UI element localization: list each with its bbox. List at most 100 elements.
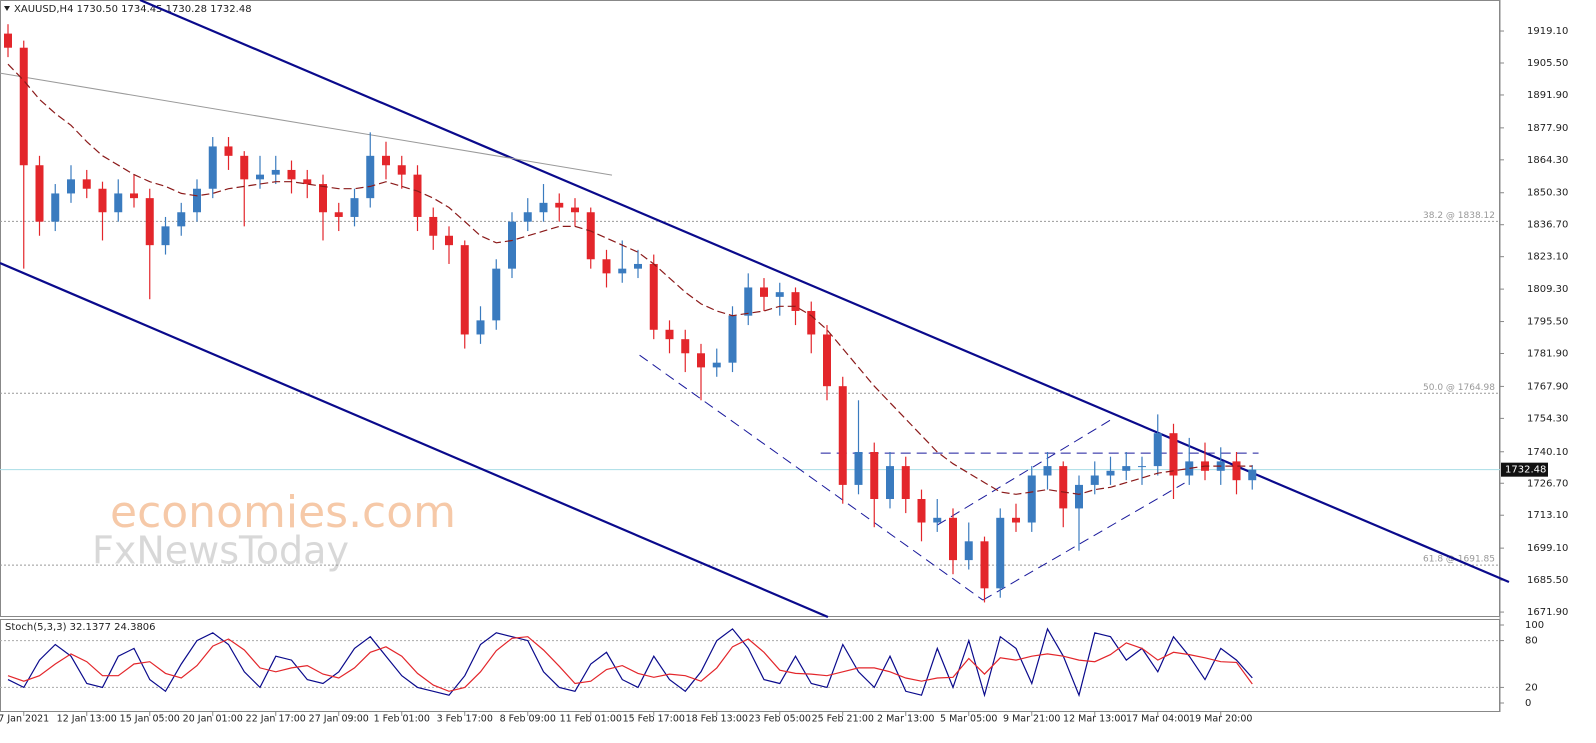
y-tick-label: 1754.30 [1527,413,1568,424]
stoch-tick-label: 100 [1525,620,1544,631]
trendline [639,354,984,601]
candle-body [586,212,595,260]
x-tick-label: 15 Feb 17:00 [623,714,685,725]
x-tick-label: 22 Jan 17:00 [246,714,306,725]
trendline [0,262,829,619]
x-tick-label: 12 Mar 13:00 [1063,714,1126,725]
candle-body [1122,466,1131,471]
candle-body [177,212,186,227]
candle-body [744,287,753,316]
y-tick-label: 1877.90 [1527,123,1568,134]
y-tick-label: 1671.90 [1527,607,1568,618]
y-tick-label: 1836.70 [1527,220,1568,231]
moving-average [7,63,1253,495]
stoch-line [7,627,1253,698]
candle-body [886,466,894,500]
candle-body [1027,475,1036,523]
y-tick-label: 1685.50 [1527,575,1568,586]
y-tick-label: 1850.30 [1527,188,1568,199]
candle-body [917,499,926,523]
candle-body [350,198,359,217]
x-tick-label: 7 Jan 2021 [0,714,49,725]
candle-body [208,146,217,189]
candle-body [429,216,438,236]
candle-body [933,517,942,523]
x-tick-label: 5 Mar 05:00 [940,714,997,725]
x-tick-label: 17 Mar 04:00 [1126,714,1189,725]
stoch-tick-label: 0 [1525,698,1531,709]
candle-body [161,226,170,246]
y-tick-label: 1726.70 [1527,478,1568,489]
candle-body [1090,475,1099,485]
candle-body [555,202,564,208]
candle-body [854,451,863,485]
fib-label: 38.2 @ 1838.12 [1423,211,1495,221]
y-tick-label: 1891.90 [1527,90,1568,101]
last-price-box [1501,462,1548,477]
candle-body [807,310,816,335]
trendline [0,72,613,176]
candle-body [901,466,910,500]
x-tick-label: 2 Mar 13:00 [877,714,934,725]
y-tick-label: 1919.10 [1527,26,1568,37]
candle-body [681,339,690,354]
y-tick-label: 1781.90 [1527,349,1568,360]
candle-body [19,47,28,166]
candle-body [287,169,296,180]
candle-body [508,221,516,269]
candle-body [634,263,642,269]
candle-body [980,541,989,589]
candle-body [728,315,737,363]
candle-body [82,179,91,189]
candle-body [98,188,107,213]
candle-body [445,235,453,246]
fib-label: 50.0 @ 1764.98 [1423,383,1495,393]
candle-body [145,198,154,246]
candle-body [523,212,532,222]
candle-body [130,193,138,199]
x-tick-label: 18 Feb 13:00 [686,714,748,725]
candle-body [67,179,75,194]
candle-body [964,541,973,561]
candle-body [1012,517,1020,523]
candle-body [1248,469,1257,481]
candle-body [838,386,847,485]
candle-body [1169,433,1178,476]
candle-body [382,155,390,166]
candle-body [35,165,44,222]
x-tick-label: 11 Feb 01:00 [560,714,622,725]
stoch-frame [0,619,1500,712]
candle-body [949,517,957,561]
candle-body [649,263,658,330]
candle-body [51,193,60,222]
x-tick-label: 27 Jan 09:00 [309,714,369,725]
y-tick-label: 1795.50 [1527,317,1568,328]
y-tick-label: 1767.90 [1527,381,1568,392]
y-tick-label: 1823.10 [1527,252,1568,263]
y-tick-label: 1905.50 [1527,58,1568,69]
stoch-title: Stoch(5,3,3) 32.1377 24.3806 [5,622,156,633]
candle-body [256,174,264,180]
candle-body [460,245,469,335]
candle-body [1153,433,1162,467]
x-tick-label: 20 Jan 01:00 [183,714,243,725]
y-tick-label: 1809.30 [1527,284,1568,295]
stoch-line [7,636,1253,692]
stoch-tick-label: 20 [1525,682,1538,693]
candle-body [760,287,768,297]
candle-body [224,146,233,156]
candle-body [712,362,721,368]
candle-body [334,212,343,217]
candle-body [775,292,784,297]
candle-body [1075,484,1083,509]
candle-body [1059,466,1068,509]
candle-body [114,193,123,213]
x-tick-label: 19 Mar 20:00 [1189,714,1252,725]
candle-body [303,179,312,185]
candle-body [870,451,879,500]
candle-body [665,329,674,340]
y-tick-label: 1864.30 [1527,155,1568,166]
candle-body [271,169,280,175]
candle-body [1043,466,1052,476]
